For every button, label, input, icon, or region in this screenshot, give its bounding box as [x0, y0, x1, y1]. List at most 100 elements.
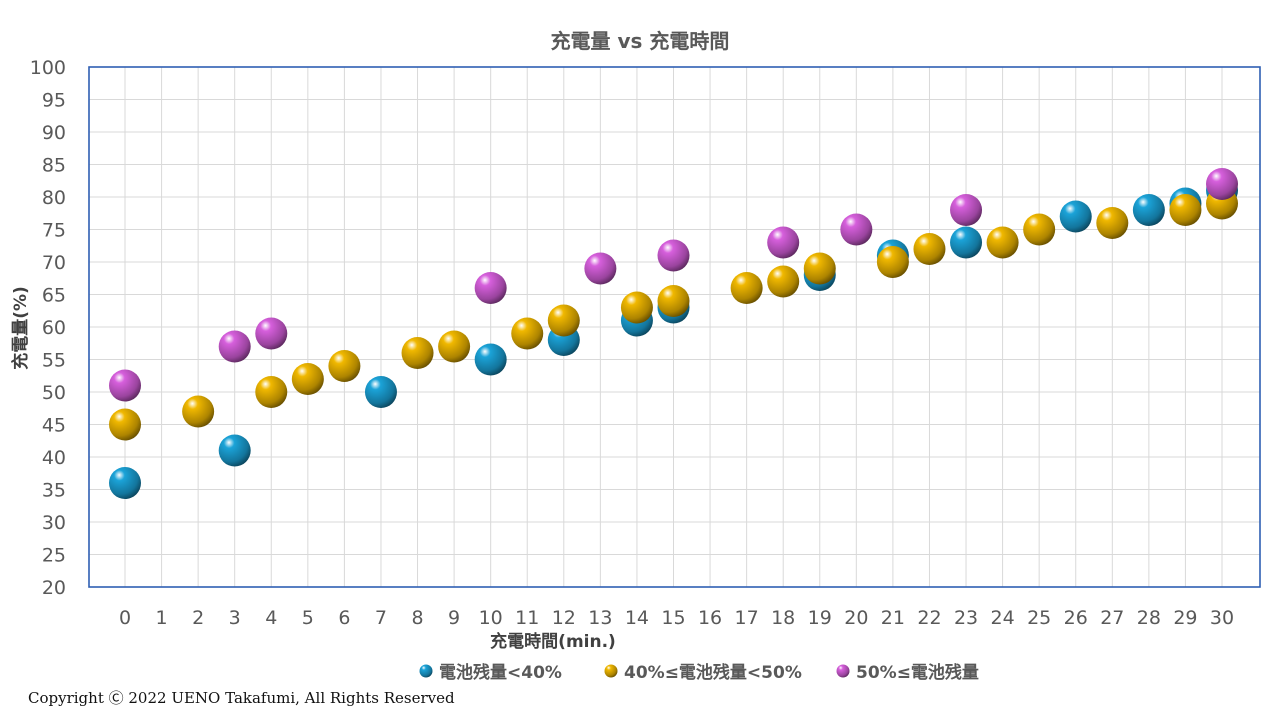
data-point — [1023, 213, 1056, 246]
x-tick-label: 11 — [515, 607, 539, 629]
data-point — [986, 226, 1019, 259]
data-point — [1132, 194, 1165, 226]
y-tick-label: 45 — [42, 415, 66, 437]
legend-item-below-40: 電池残量<40% — [419, 662, 562, 683]
legend: 電池残量<40% 40%≤電池残量<50% 50%≤電池残量 — [419, 662, 979, 683]
x-tick-label: 18 — [771, 607, 795, 629]
x-tick-label: 8 — [411, 607, 423, 629]
data-point — [218, 330, 251, 363]
legend-label: 40%≤電池残量<50% — [624, 662, 802, 683]
x-tick-label: 24 — [991, 607, 1015, 629]
x-tick-label: 4 — [265, 607, 277, 629]
data-point — [182, 395, 215, 428]
y-tick-label: 85 — [42, 155, 66, 177]
legend-item-between-40-50: 40%≤電池残量<50% — [604, 662, 802, 683]
x-tick-label: 26 — [1064, 607, 1088, 629]
data-point — [438, 330, 471, 363]
x-tick-label: 29 — [1173, 607, 1197, 629]
x-tick-label: 22 — [917, 607, 941, 629]
x-tick-label: 19 — [808, 607, 832, 629]
y-tick-label: 75 — [42, 220, 66, 242]
data-point — [109, 467, 141, 499]
data-point — [950, 194, 983, 226]
x-tick-label: 6 — [338, 607, 350, 629]
data-points — [109, 168, 1238, 499]
data-point — [1096, 207, 1129, 239]
y-tick-label: 95 — [42, 90, 66, 112]
data-point — [474, 272, 507, 304]
x-tick-label: 3 — [229, 607, 241, 629]
data-point — [364, 376, 397, 408]
y-tick-label: 40 — [42, 447, 66, 469]
data-point — [950, 226, 983, 259]
data-point — [1169, 194, 1202, 226]
x-tick-label: 12 — [552, 607, 576, 629]
data-point — [255, 376, 288, 408]
data-point — [109, 408, 141, 441]
x-tick-label: 2 — [192, 607, 204, 629]
data-point — [328, 350, 361, 382]
x-tick-label: 30 — [1210, 607, 1234, 629]
data-point — [291, 363, 324, 395]
y-tick-label: 100 — [30, 57, 66, 79]
data-point — [730, 272, 763, 304]
x-tick-label: 5 — [302, 607, 314, 629]
data-point — [547, 304, 580, 337]
legend-marker — [836, 664, 850, 678]
x-tick-label: 21 — [881, 607, 905, 629]
data-point — [657, 239, 690, 272]
legend-marker — [419, 664, 433, 678]
y-tick-label: 30 — [42, 512, 66, 534]
legend-label: 電池残量<40% — [439, 662, 562, 683]
series-above-50 — [109, 168, 1238, 402]
data-point — [767, 265, 800, 298]
data-point — [511, 317, 544, 350]
data-point — [474, 343, 507, 376]
y-tick-label: 20 — [42, 577, 66, 599]
x-tick-label: 9 — [448, 607, 460, 629]
x-tick-label: 7 — [375, 607, 387, 629]
y-axis-label: 充電量(%) — [10, 286, 31, 370]
x-tick-label: 27 — [1100, 607, 1124, 629]
data-point — [840, 213, 873, 246]
y-tick-label: 25 — [42, 545, 66, 567]
data-point — [218, 434, 251, 467]
y-tick-label: 90 — [42, 122, 66, 144]
x-axis-label: 充電時間(min.) — [490, 631, 616, 652]
y-tick-label: 55 — [42, 350, 66, 372]
x-tick-label: 14 — [625, 607, 649, 629]
x-tick-label: 16 — [698, 607, 722, 629]
y-tick-label: 60 — [42, 317, 66, 339]
legend-marker — [604, 664, 618, 678]
y-tick-label: 50 — [42, 382, 66, 404]
y-tick-label: 70 — [42, 252, 66, 274]
series-between-40-50 — [109, 187, 1238, 441]
x-axis-ticks: 0 1 2 3 4 5 6 7 8 9 10 11 12 13 14 15 16 17 18 19 20 21 22 23 24… — [119, 607, 1234, 629]
data-point — [584, 252, 617, 285]
x-tick-label: 10 — [479, 607, 503, 629]
x-tick-label: 20 — [844, 607, 868, 629]
x-tick-label: 23 — [954, 607, 978, 629]
data-point — [657, 285, 690, 317]
data-point — [913, 233, 946, 265]
plot-area-border — [88, 66, 1261, 588]
y-tick-label: 35 — [42, 480, 66, 502]
x-tick-label: 25 — [1027, 607, 1051, 629]
copyright-notice: Copyright Ⓒ 2022 UENO Takafumi, All Righ… — [28, 689, 455, 707]
data-point — [767, 226, 800, 259]
x-tick-label: 13 — [588, 607, 612, 629]
legend-label: 50%≤電池残量 — [856, 662, 979, 683]
x-tick-label: 0 — [119, 607, 131, 629]
x-tick-label: 1 — [156, 607, 168, 629]
x-tick-label: 28 — [1137, 607, 1161, 629]
data-point — [803, 252, 836, 285]
x-tick-label: 17 — [735, 607, 759, 629]
data-point — [255, 317, 288, 350]
data-point — [109, 369, 141, 402]
legend-item-above-50: 50%≤電池残量 — [836, 662, 979, 683]
x-tick-label: 15 — [661, 607, 685, 629]
data-point — [1059, 200, 1092, 233]
y-tick-label: 65 — [42, 285, 66, 307]
